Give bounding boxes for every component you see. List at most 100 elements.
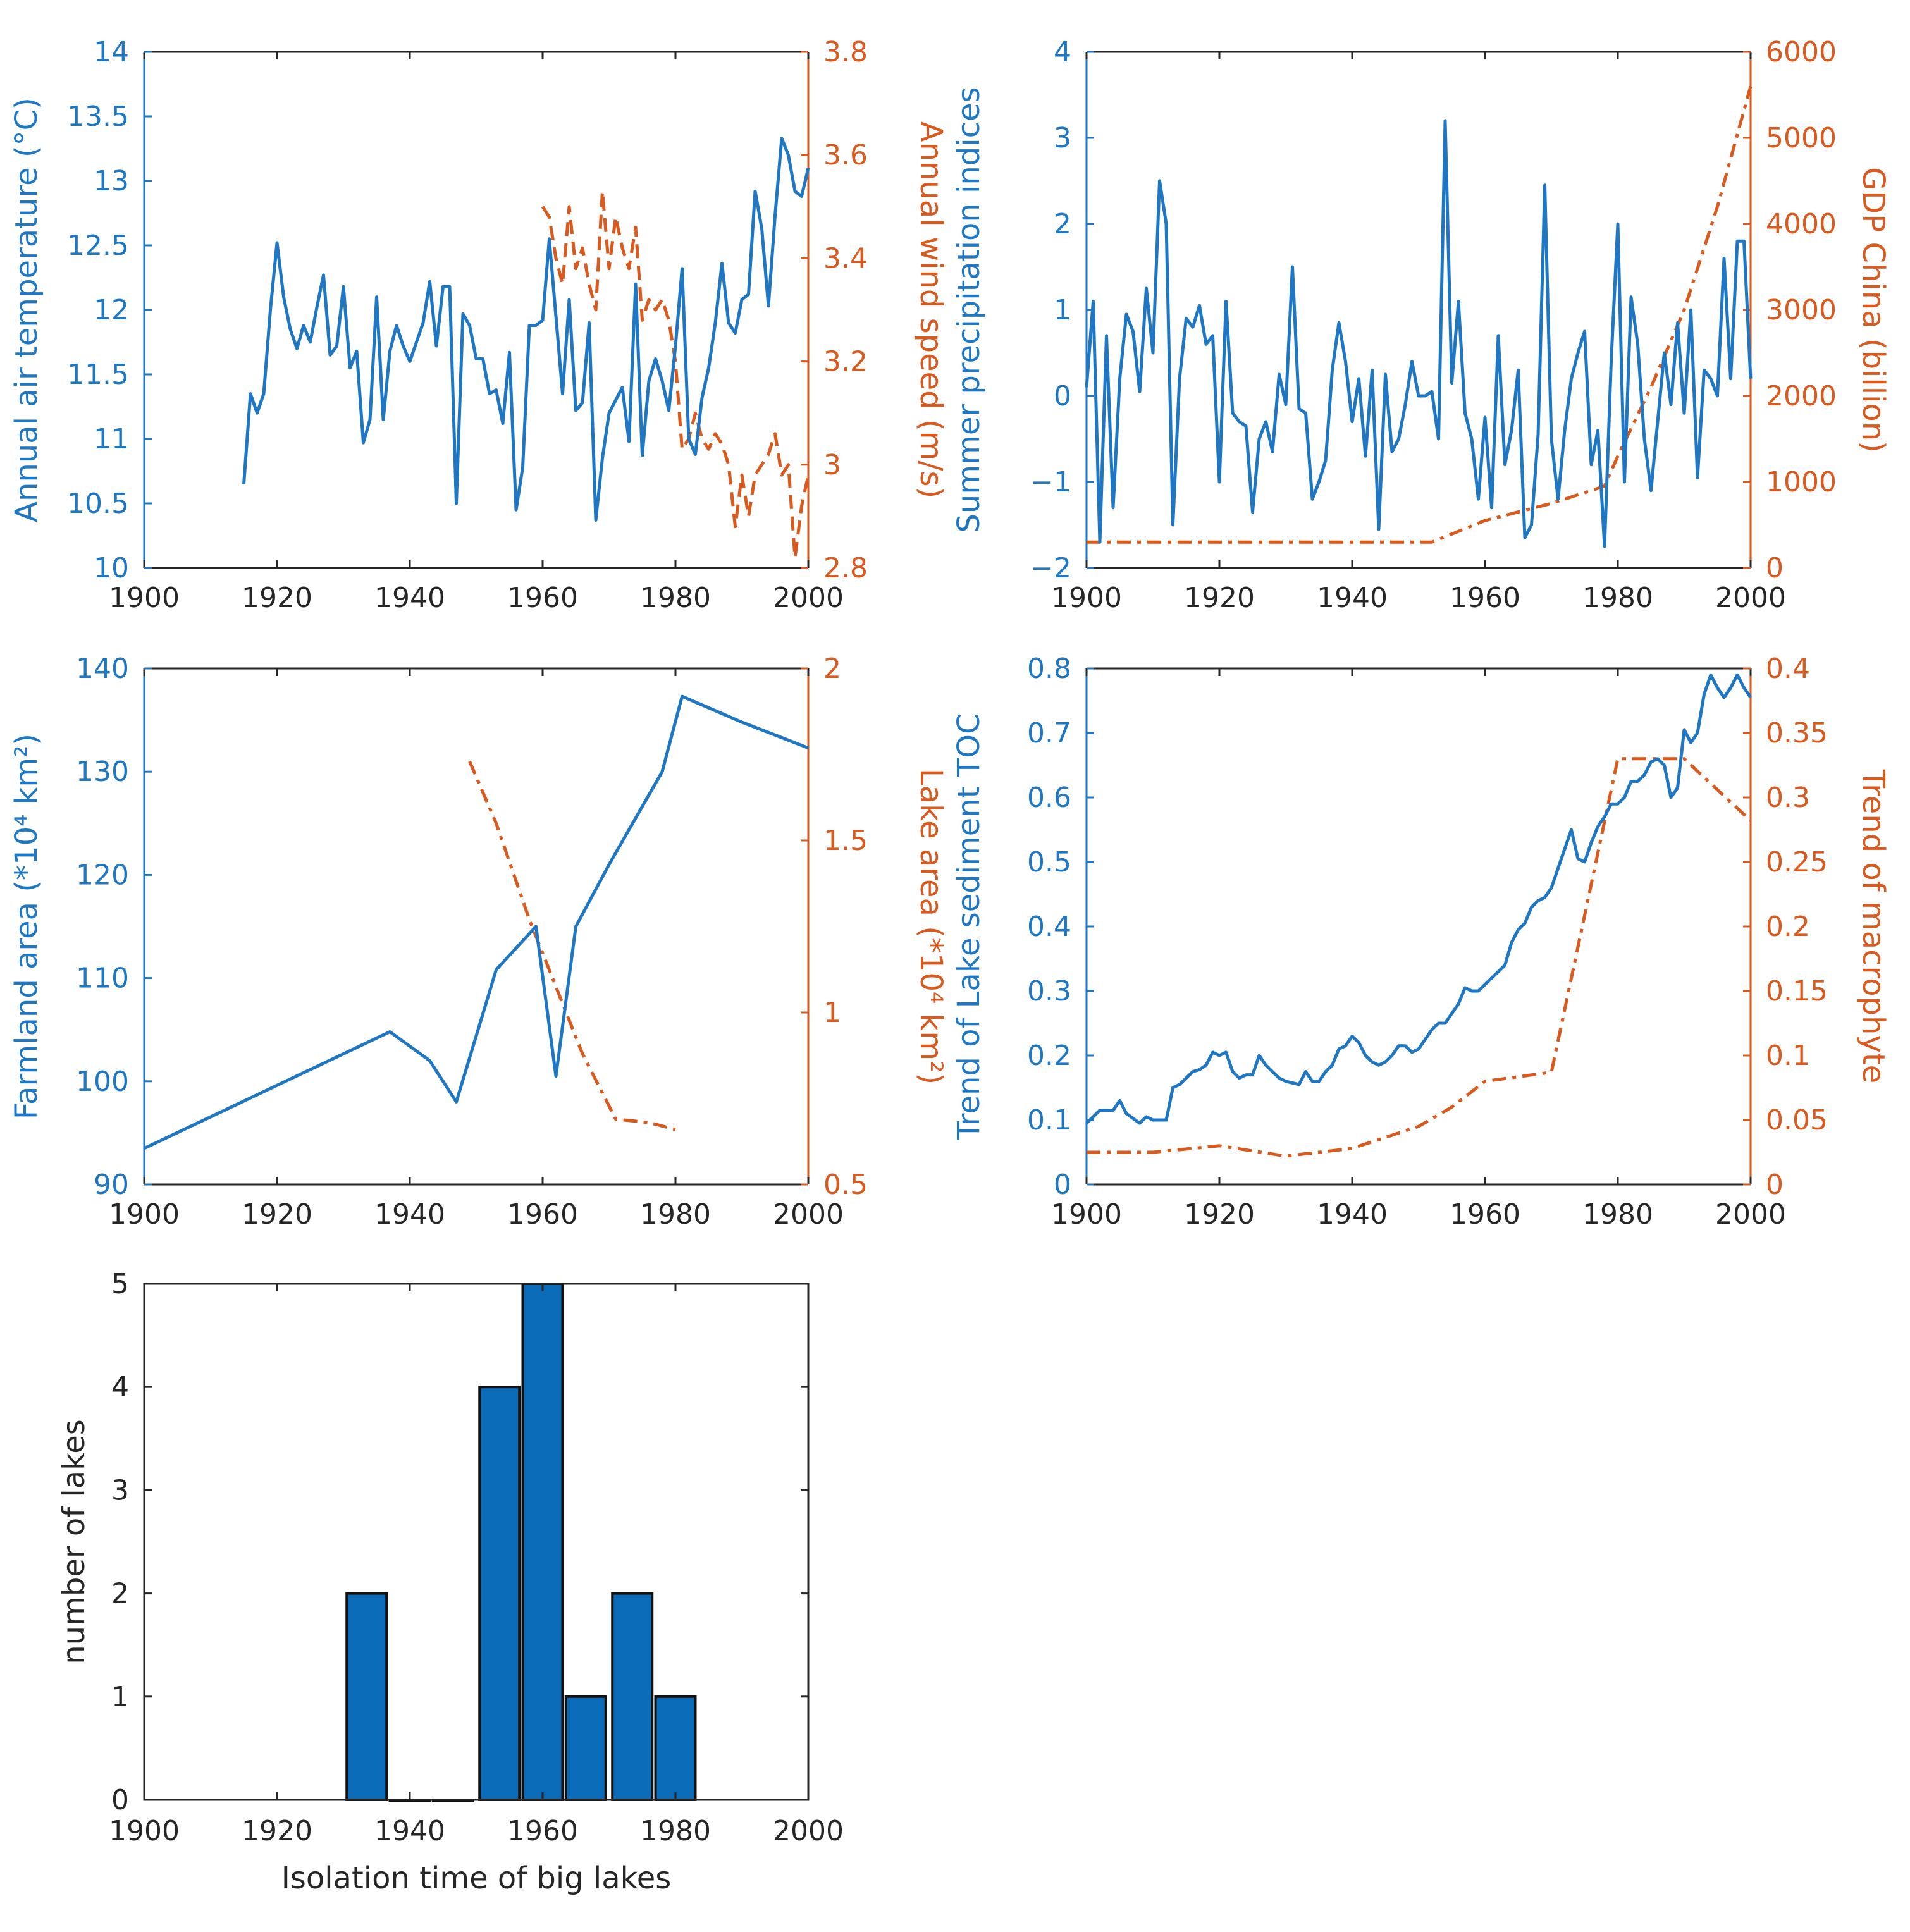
histogram-bar bbox=[478, 1386, 521, 1801]
left-y-tick-label: 0 bbox=[1054, 380, 1071, 412]
right-y-tick-label: 1.5 bbox=[823, 825, 868, 857]
right-y-tick-label: 0 bbox=[1766, 552, 1784, 584]
left-y-tick-label: 140 bbox=[76, 653, 129, 685]
x-tick-label: 2000 bbox=[1715, 1198, 1786, 1231]
left-y-tick-label: 11 bbox=[94, 423, 129, 455]
y-axis-label: number of lakes bbox=[56, 1419, 92, 1664]
left-series-line bbox=[143, 694, 809, 1150]
left-y-tick-label: 0.1 bbox=[1027, 1104, 1071, 1136]
right-y-tick-label: 2000 bbox=[1766, 380, 1837, 412]
right-y-tick-label: 0.25 bbox=[1766, 846, 1828, 878]
x-tick-label: 1900 bbox=[109, 1815, 180, 1847]
plot-frame bbox=[143, 1283, 810, 1801]
right-y-tick-label: 1000 bbox=[1766, 466, 1837, 498]
right-y-tick-label: 3.4 bbox=[823, 242, 868, 274]
x-tick-label: 1980 bbox=[1582, 1198, 1653, 1231]
right-y-axis-label: Lake area (*10⁴ km²) bbox=[913, 768, 949, 1085]
left-y-tick-label: 0.7 bbox=[1027, 717, 1071, 749]
x-tick-label: 2000 bbox=[773, 1815, 844, 1847]
x-tick-label: 1960 bbox=[1450, 582, 1520, 614]
left-y-axis-label: Summer precipitation indices bbox=[951, 87, 987, 532]
left-series-line bbox=[1085, 119, 1753, 548]
right-y-tick-label: 3 bbox=[823, 449, 841, 481]
left-y-tick-label: 4 bbox=[1054, 36, 1071, 68]
x-tick-label: 1940 bbox=[374, 1815, 445, 1847]
left-y-tick-label: 0 bbox=[1054, 1169, 1071, 1201]
y-tick-label: 1 bbox=[111, 1681, 129, 1713]
left-y-tick-label: 3 bbox=[1054, 122, 1071, 154]
x-tick-label: 1960 bbox=[507, 582, 578, 614]
left-y-tick-label: 120 bbox=[76, 859, 129, 891]
right-series-line bbox=[1087, 757, 1752, 1158]
x-tick-label: 1920 bbox=[242, 1815, 312, 1847]
x-tick-label: 1980 bbox=[1582, 582, 1653, 614]
left-y-tick-label: 0.5 bbox=[1027, 846, 1071, 878]
x-tick-label: 1960 bbox=[507, 1198, 578, 1231]
left-y-tick-label: 12 bbox=[94, 294, 129, 326]
x-tick-label: 1940 bbox=[374, 582, 445, 614]
x-tick-label: 1920 bbox=[1184, 1198, 1255, 1231]
chart-farmland_lake: 1900 1920 1940 1960 1980 2000 90 100 110 120 130 14… bbox=[9, 653, 949, 1231]
x-axis-label: Isolation time of big lakes bbox=[281, 1861, 672, 1896]
right-series-line bbox=[468, 760, 676, 1131]
right-y-tick-label: 0.3 bbox=[1766, 782, 1810, 814]
x-tick-label: 2000 bbox=[773, 1198, 844, 1231]
left-y-axis-label: Trend of Lake sediment TOC bbox=[951, 713, 987, 1141]
chart-isolation_histogram: 1900 1920 1940 1960 1980 2000 0 1 2 3 4 5 number of … bbox=[56, 1268, 844, 1896]
left-y-tick-label: 0.4 bbox=[1027, 911, 1071, 943]
right-y-tick-label: 3000 bbox=[1766, 294, 1837, 326]
x-tick-label: 1980 bbox=[640, 582, 711, 614]
right-y-tick-label: 3.8 bbox=[823, 36, 868, 68]
left-y-tick-label: 0.3 bbox=[1027, 975, 1071, 1007]
left-y-tick-label: 13.5 bbox=[67, 101, 129, 133]
x-tick-label: 1920 bbox=[242, 582, 312, 614]
left-y-tick-label: −1 bbox=[1030, 466, 1071, 498]
x-tick-label: 1900 bbox=[109, 1198, 180, 1231]
left-y-tick-label: 12.5 bbox=[67, 230, 129, 262]
left-y-tick-label: 90 bbox=[94, 1169, 129, 1201]
right-y-tick-label: 0.4 bbox=[1766, 653, 1810, 685]
x-tick-label: 1980 bbox=[640, 1198, 711, 1231]
right-series-line bbox=[541, 189, 810, 560]
left-series-line bbox=[1085, 673, 1753, 1125]
y-tick-label: 4 bbox=[111, 1371, 129, 1403]
right-y-tick-label: 2 bbox=[823, 653, 841, 685]
chart-toc_macrophyte: 1900 1920 1940 1960 1980 200000.10.20.30.40.5… bbox=[951, 653, 1891, 1231]
x-tick-label: 1900 bbox=[109, 582, 180, 614]
right-y-axis-label: Trend of macrophyte bbox=[1856, 769, 1891, 1083]
right-y-tick-label: 0.35 bbox=[1766, 717, 1828, 749]
right-y-axis-label: Annual wind speed (m/s) bbox=[913, 121, 949, 499]
x-tick-label: 1980 bbox=[640, 1815, 711, 1847]
left-y-tick-label: 10 bbox=[94, 552, 129, 584]
right-series-line bbox=[1087, 85, 1753, 544]
x-tick-label: 1900 bbox=[1051, 1198, 1122, 1231]
left-y-tick-label: 10.5 bbox=[67, 488, 129, 520]
right-y-tick-label: 0.15 bbox=[1766, 975, 1828, 1007]
y-tick-label: 2 bbox=[111, 1578, 129, 1610]
x-tick-label: 1940 bbox=[1317, 582, 1388, 614]
y-tick-label: 0 bbox=[111, 1784, 129, 1816]
left-y-tick-label: 0.2 bbox=[1027, 1040, 1071, 1072]
left-y-axis-label: Farmland area (*10⁴ km²) bbox=[9, 734, 44, 1119]
right-y-tick-label: 2.8 bbox=[823, 552, 868, 584]
right-y-tick-label: 0.05 bbox=[1766, 1104, 1828, 1136]
left-y-tick-label: 130 bbox=[76, 756, 129, 788]
histogram-bar bbox=[654, 1695, 697, 1802]
right-y-tick-label: 4000 bbox=[1766, 208, 1837, 240]
left-y-tick-label: −2 bbox=[1030, 552, 1071, 584]
left-y-tick-label: 1 bbox=[1054, 294, 1071, 326]
left-y-tick-label: 0.6 bbox=[1027, 782, 1071, 814]
right-y-tick-label: 0.1 bbox=[1766, 1040, 1810, 1072]
right-y-tick-label: 0.2 bbox=[1766, 911, 1810, 943]
chart-temp_wind: 1900 1920 1940 1960 1980 2000 10 10.5 11 11.5 12 12… bbox=[9, 36, 949, 614]
x-tick-label: 1900 bbox=[1051, 582, 1122, 614]
x-tick-label: 1920 bbox=[1184, 582, 1255, 614]
left-y-tick-label: 11.5 bbox=[67, 359, 129, 391]
x-tick-label: 1940 bbox=[374, 1198, 445, 1231]
right-y-tick-label: 6000 bbox=[1766, 36, 1837, 68]
histogram-bar bbox=[521, 1283, 564, 1801]
right-y-tick-label: 5000 bbox=[1766, 122, 1837, 154]
right-y-tick-label: 3.2 bbox=[823, 346, 868, 378]
x-tick-label: 1920 bbox=[242, 1198, 312, 1231]
